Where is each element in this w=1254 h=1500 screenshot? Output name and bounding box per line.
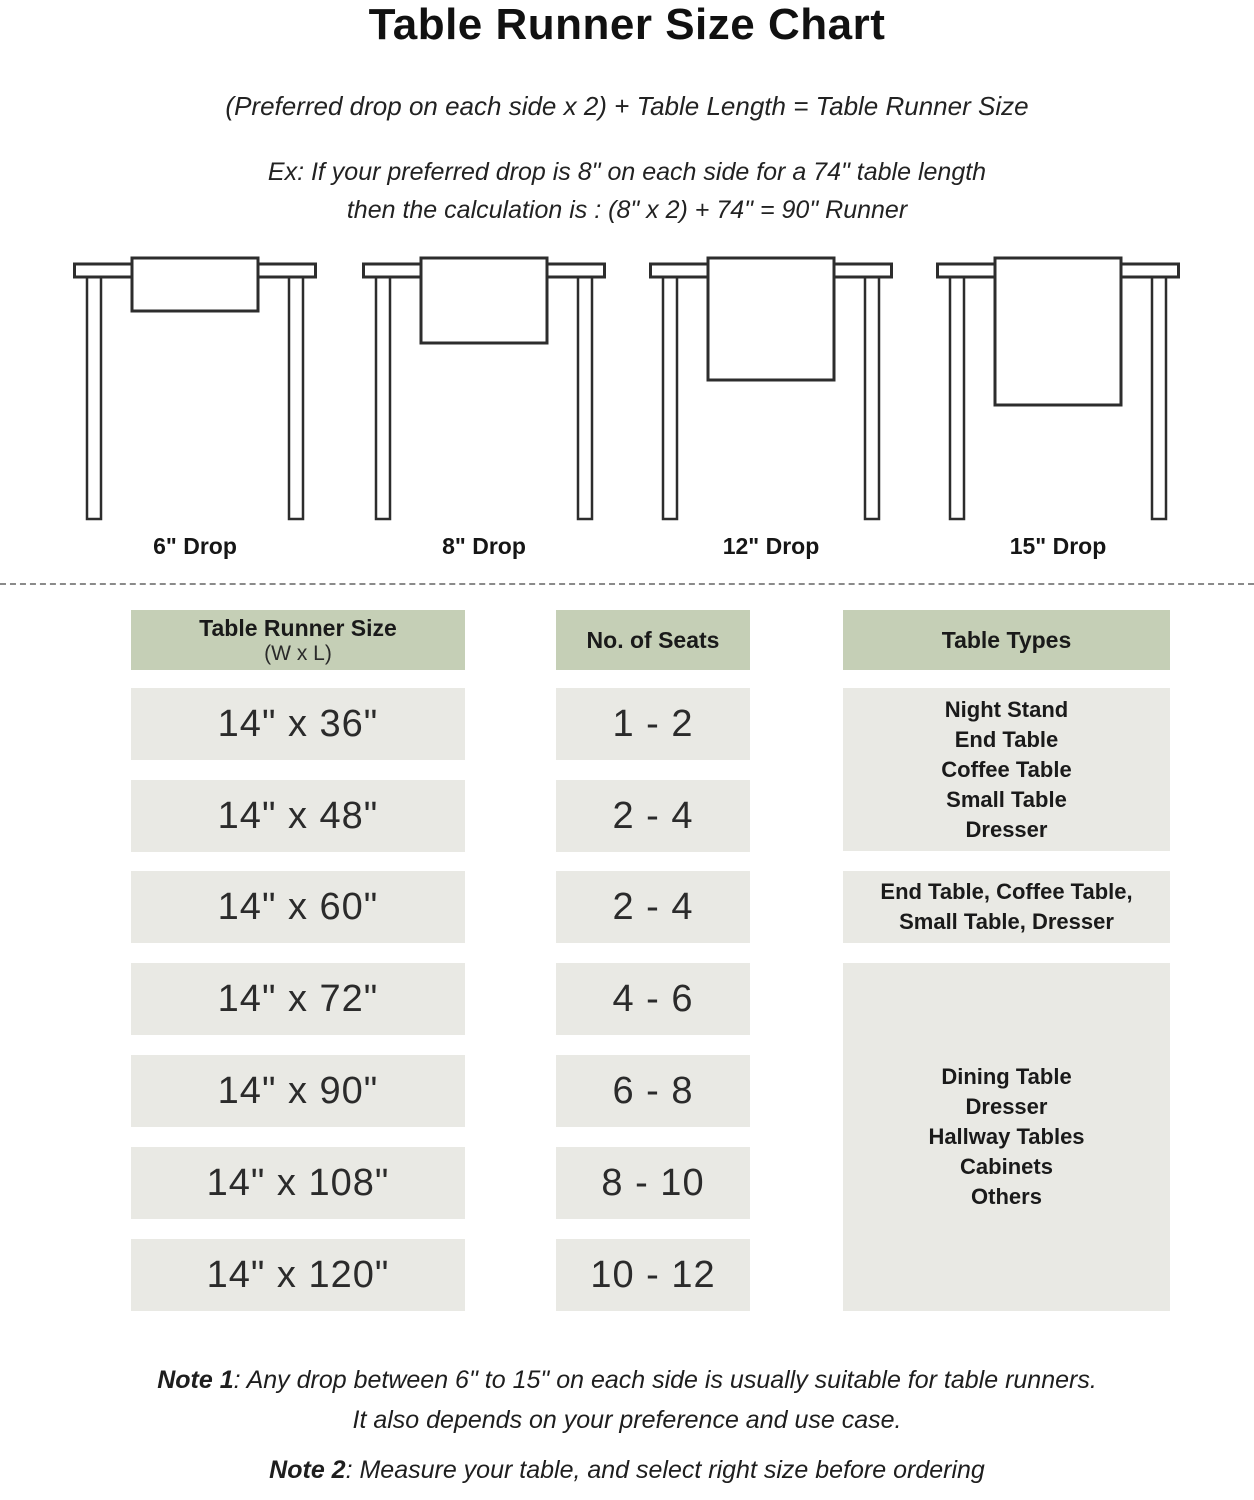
example-line-1: Ex: If your preferred drop is 8" on each… [267, 158, 987, 186]
header-runner-size-title: Table Runner Size [199, 614, 397, 641]
seats-cell: 2 - 4 [556, 871, 750, 943]
table-types-cell-small-tables: Night Stand End Table Coffee Table Small… [843, 688, 1170, 851]
page-title: Table Runner Size Chart [368, 0, 886, 49]
table-leg-left [948, 275, 966, 521]
drop-label-6: 6" Drop [153, 533, 237, 559]
runner-size-cell: 14" x 90" [131, 1055, 465, 1127]
table-type-line: Dining Table [941, 1064, 1072, 1089]
table-drawing [649, 256, 893, 521]
runner-size-cell: 14" x 36" [131, 688, 465, 760]
table-type-line: Night Stand [944, 696, 1069, 722]
table-figure-8-drop [362, 248, 606, 522]
table-drawing [362, 256, 606, 521]
note-1: Note 1: Any drop between 6" to 15" on ea… [0, 1360, 1254, 1440]
drop-label-8: 8" Drop [442, 533, 526, 559]
table-types-cell-medium-tables: End Table, Coffee Table, Small Table, Dr… [843, 871, 1170, 943]
table-drawing [936, 256, 1180, 521]
runner-size-cell: 14" x 48" [131, 780, 465, 852]
seats-cell: 2 - 4 [556, 780, 750, 852]
table-type-line: End Table, Coffee Table, [880, 879, 1133, 904]
runner-size-cell: 14" x 60" [131, 871, 465, 943]
table-types-cell-large-tables: Dining Table Dresser Hallway Tables Cabi… [843, 963, 1170, 1311]
runner-size-cell: 14" x 120" [131, 1239, 465, 1311]
table-leg-right [1150, 275, 1168, 521]
table-leg-right [576, 275, 594, 521]
runner-drape [419, 256, 549, 345]
table-type-line: Dresser [965, 1094, 1048, 1119]
seats-cell: 10 - 12 [556, 1239, 750, 1311]
header-runner-size: Table Runner Size (W x L) [131, 610, 465, 670]
header-table-types: Table Types [843, 610, 1170, 670]
table-leg-left [85, 275, 103, 521]
table-figure-12-drop [649, 248, 893, 522]
header-seats-label: No. of Seats [586, 626, 720, 653]
note-2: Note 2: Measure your table, and select r… [0, 1450, 1254, 1490]
table-leg-right [863, 275, 881, 521]
drop-label-15: 15" Drop [1009, 533, 1107, 559]
drop-label-12: 12" Drop [722, 533, 820, 559]
table-type-line: Small Table, Dresser [899, 909, 1114, 934]
table-leg-right [287, 275, 305, 521]
runner-drape [706, 256, 836, 382]
seats-cell: 1 - 2 [556, 688, 750, 760]
header-runner-size-sub: (W x L) [264, 641, 332, 665]
runner-size-cell: 14" x 108" [131, 1147, 465, 1219]
seats-cell: 8 - 10 [556, 1147, 750, 1219]
seats-cell: 6 - 8 [556, 1055, 750, 1127]
table-leg-left [661, 275, 679, 521]
note-1-label: Note 1 [157, 1366, 234, 1394]
table-type-line: Coffee Table [941, 756, 1072, 782]
header-table-types-label: Table Types [941, 626, 1072, 653]
note-2-line-1: : Measure your table, and select right s… [345, 1456, 985, 1484]
note-1-line-2: It also depends on your preference and u… [352, 1406, 902, 1434]
note-2-label: Note 2 [269, 1456, 346, 1484]
dashed-divider [0, 583, 1254, 585]
formula-text: (Preferred drop on each side x 2) + Tabl… [225, 91, 1029, 121]
example-line-2: then the calculation is : (8" x 2) + 74"… [346, 196, 908, 224]
example-text: Ex: If your preferred drop is 8" on each… [0, 153, 1254, 229]
runner-drape [993, 256, 1123, 407]
table-type-line: Others [971, 1184, 1042, 1209]
table-drawing [73, 256, 317, 521]
table-type-line: Hallway Tables [928, 1124, 1085, 1149]
runner-size-cell: 14" x 72" [131, 963, 465, 1035]
table-figure-15-drop [936, 248, 1180, 522]
seats-cell: 4 - 6 [556, 963, 750, 1035]
table-type-line: End Table [954, 726, 1059, 752]
header-seats: No. of Seats [556, 610, 750, 670]
note-1-line-1: : Any drop between 6" to 15" on each sid… [233, 1366, 1097, 1394]
table-type-line: Small Table [946, 786, 1067, 812]
table-type-line: Cabinets [960, 1154, 1053, 1179]
table-figure-6-drop [73, 248, 317, 522]
table-type-line: Dresser [965, 816, 1048, 842]
table-leg-left [374, 275, 392, 521]
runner-drape [130, 256, 260, 313]
